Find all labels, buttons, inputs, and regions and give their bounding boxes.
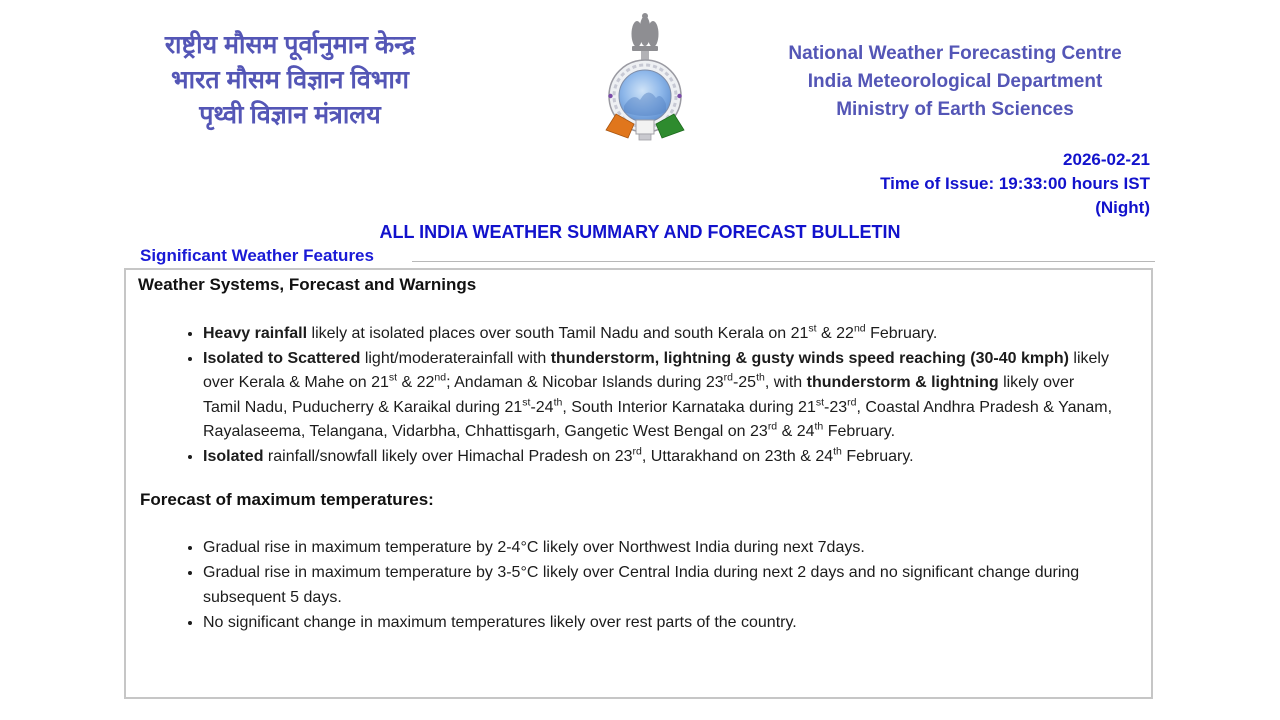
tricolor-ribbon-icon bbox=[605, 113, 685, 141]
bulletin-title: ALL INDIA WEATHER SUMMARY AND FORECAST B… bbox=[379, 222, 901, 242]
org-name-hindi: राष्ट्रीय मौसम पूर्वानुमान केन्द्र भारत … bbox=[140, 28, 440, 133]
header-rule bbox=[412, 261, 1155, 262]
org-hindi-line2: भारत मौसम विज्ञान विभाग bbox=[171, 66, 409, 94]
weather-systems-box: Weather Systems, Forecast and Warnings H… bbox=[124, 268, 1153, 699]
issue-time: Time of Issue: 19:33:00 hours IST bbox=[880, 174, 1150, 193]
max-temp-list: Gradual rise in maximum temperature by 2… bbox=[126, 535, 1113, 635]
significant-weather-features-link[interactable]: Significant Weather Features bbox=[140, 246, 374, 265]
imd-logo bbox=[600, 8, 690, 142]
weather-systems-heading: Weather Systems, Forecast and Warnings bbox=[138, 275, 477, 294]
org-hindi-line1: राष्ट्रीय मौसम पूर्वानुमान केन्द्र bbox=[164, 31, 416, 59]
issue-date: 2026-02-21 bbox=[1063, 150, 1150, 169]
list-item: Gradual rise in maximum temperature by 3… bbox=[203, 560, 1113, 610]
list-item: Isolated rainfall/snowfall likely over H… bbox=[203, 445, 1113, 470]
org-name-english: National Weather Forecasting Centre Indi… bbox=[770, 40, 1140, 124]
max-temp-heading: Forecast of maximum temperatures: bbox=[140, 490, 434, 509]
org-english-line1: National Weather Forecasting Centre bbox=[788, 43, 1122, 64]
list-item: Isolated to Scattered light/moderaterain… bbox=[203, 347, 1113, 445]
imd-emblem-icon bbox=[605, 13, 685, 141]
ashoka-lion-capital-icon bbox=[631, 13, 659, 60]
issue-session: (Night) bbox=[1095, 198, 1150, 217]
warnings-list: Heavy rainfall likely at isolated places… bbox=[126, 322, 1113, 469]
issue-info: 2026-02-21 Time of Issue: 19:33:00 hours… bbox=[730, 148, 1150, 220]
list-item: Heavy rainfall likely at isolated places… bbox=[203, 322, 1113, 347]
list-item: No significant change in maximum tempera… bbox=[203, 610, 1113, 635]
list-item: Gradual rise in maximum temperature by 2… bbox=[203, 535, 1113, 560]
org-english-line2: India Meteorological Department bbox=[807, 71, 1103, 92]
org-hindi-line3: पृथ्वी विज्ञान मंत्रालय bbox=[199, 101, 381, 129]
org-english-line3: Ministry of Earth Sciences bbox=[836, 99, 1074, 120]
